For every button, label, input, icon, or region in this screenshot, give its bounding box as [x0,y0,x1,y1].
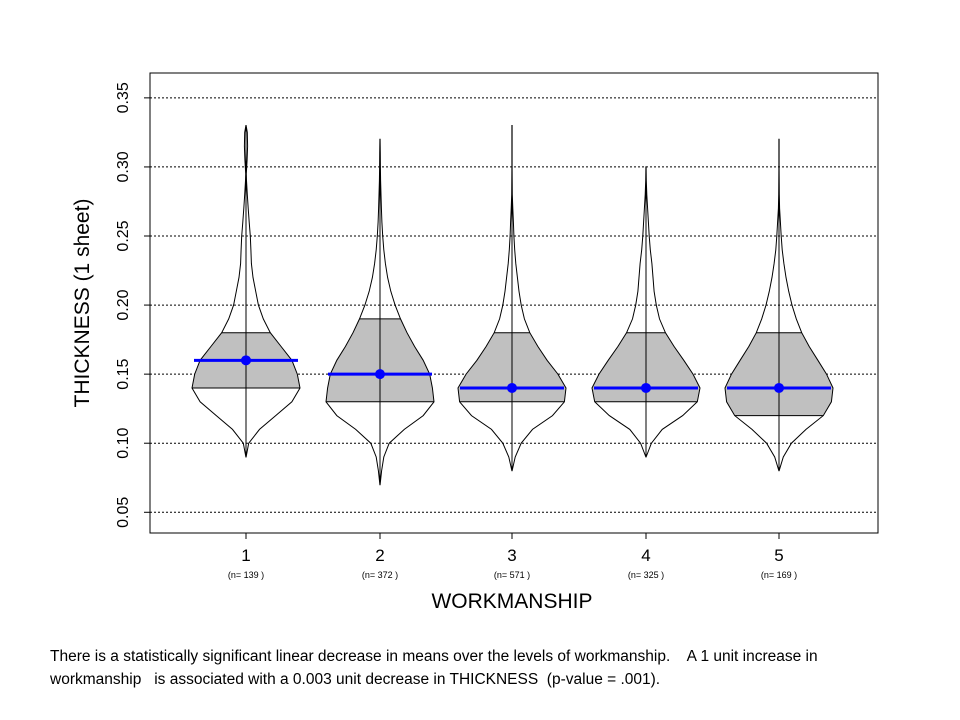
mean-point [507,382,517,393]
y-tick-label: 0.30 [115,151,132,182]
y-tick-label: 0.25 [115,220,132,251]
y-tick-label: 0.05 [115,497,132,528]
sample-size-label: (n= 372 ) [362,570,398,580]
y-axis: 0.05 0.10 0.15 0.20 0.25 0.30 0.35 [115,82,150,528]
sample-size-label: (n= 139 ) [228,570,264,580]
violin-outline [325,138,435,486]
plot-frame [149,72,879,534]
y-tick-label: 0.35 [115,82,132,113]
caption: There is a statistically significant lin… [50,645,930,691]
mean-point [375,369,385,380]
x-tick-label: 3 [507,546,516,565]
violin-outline [591,166,701,458]
y-axis-label: THICKNESS (1 sheet) [71,199,94,408]
x-axis: 1 (n= 139 ) 2 (n= 372 ) 3 (n= 571 ) 4 (n= 325 )… [228,533,797,580]
sample-size-label: (n= 325 ) [628,570,664,580]
x-tick-label: 5 [774,546,783,565]
y-tick-label: 0.20 [115,289,132,320]
y-tick-label: 0.15 [115,358,132,389]
mean-point [241,355,251,366]
x-tick-label: 4 [641,546,650,565]
caption-line-2: workmanship is associated with a 0.003 u… [50,671,661,688]
mean-point [774,382,784,393]
sample-size-label: (n= 169 ) [761,570,797,580]
x-tick-label: 1 [241,546,250,565]
violin-outline [724,138,834,472]
caption-line-1: There is a statistically significant lin… [50,648,818,665]
violin-chart: 0.05 0.10 0.15 0.20 0.25 0.30 0.35 1 (n= 139 ) 2… [71,72,879,613]
x-tick-label: 2 [375,546,384,565]
sample-size-label: (n= 571 ) [494,570,530,580]
mean-point [641,382,651,393]
x-axis-label: WORKMANSHIP [431,590,592,613]
y-tick-label: 0.10 [115,428,132,459]
